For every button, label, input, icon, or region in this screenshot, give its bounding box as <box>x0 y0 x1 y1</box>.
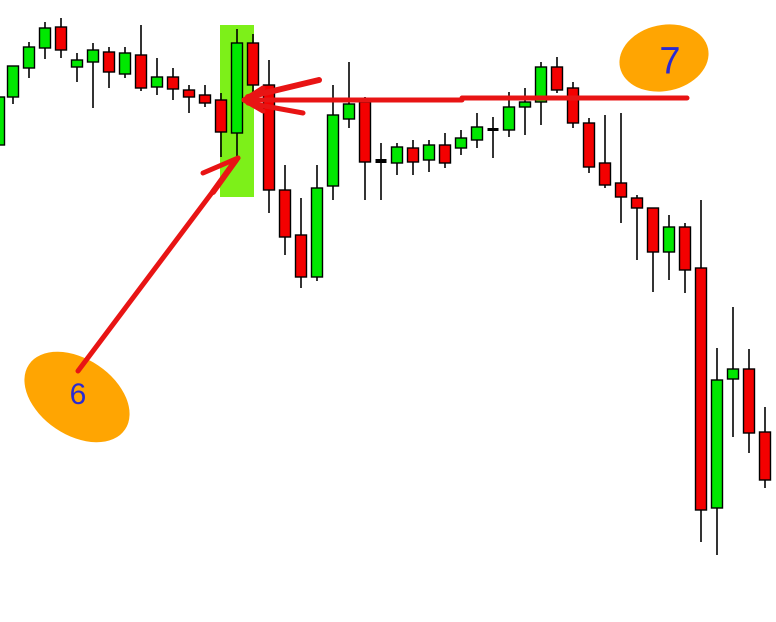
candle <box>646 207 660 292</box>
candle <box>758 407 772 488</box>
candles-group <box>0 18 772 555</box>
candle <box>726 307 740 437</box>
candle <box>294 198 308 288</box>
candle <box>198 85 212 107</box>
candle <box>6 65 20 104</box>
candle <box>0 96 6 146</box>
candle <box>150 58 164 95</box>
candle <box>487 117 499 158</box>
candle <box>134 25 148 91</box>
candle <box>742 349 756 453</box>
candle <box>358 97 372 200</box>
fan-line-upper <box>245 77 322 100</box>
candle <box>614 113 628 223</box>
candle <box>694 200 708 542</box>
candle <box>118 47 132 78</box>
candle <box>630 195 644 260</box>
candle <box>326 85 340 200</box>
arrows-group <box>75 77 690 374</box>
annotation-ellipse-6-label: 6 <box>69 377 87 411</box>
candle <box>38 22 52 59</box>
candle <box>454 130 468 155</box>
candle <box>246 34 260 100</box>
candle <box>182 85 196 113</box>
candle <box>102 47 116 88</box>
candle <box>278 165 292 255</box>
candle <box>390 143 404 175</box>
candle <box>566 82 580 128</box>
candle <box>422 140 436 172</box>
candle <box>406 140 420 175</box>
candle <box>166 68 180 100</box>
candle <box>375 143 387 200</box>
candle <box>22 42 36 78</box>
candle <box>54 18 68 58</box>
candle <box>582 118 596 173</box>
candle <box>550 57 564 93</box>
candle <box>310 165 324 281</box>
candle <box>342 62 356 128</box>
fan-line-lower <box>245 100 306 116</box>
candle <box>662 215 676 280</box>
candle <box>230 29 244 158</box>
candle <box>598 115 612 188</box>
candle <box>518 88 532 135</box>
candle <box>70 53 84 82</box>
candle <box>438 133 452 168</box>
candle <box>86 43 100 108</box>
annotation-ellipse-7-label: 7 <box>659 40 681 83</box>
candle <box>214 93 228 157</box>
candle <box>678 223 692 293</box>
ellipse6-arrowhead-barb-down <box>210 157 239 195</box>
candle <box>470 113 484 148</box>
candle <box>534 62 548 125</box>
candle <box>710 348 724 555</box>
candle <box>262 60 276 213</box>
